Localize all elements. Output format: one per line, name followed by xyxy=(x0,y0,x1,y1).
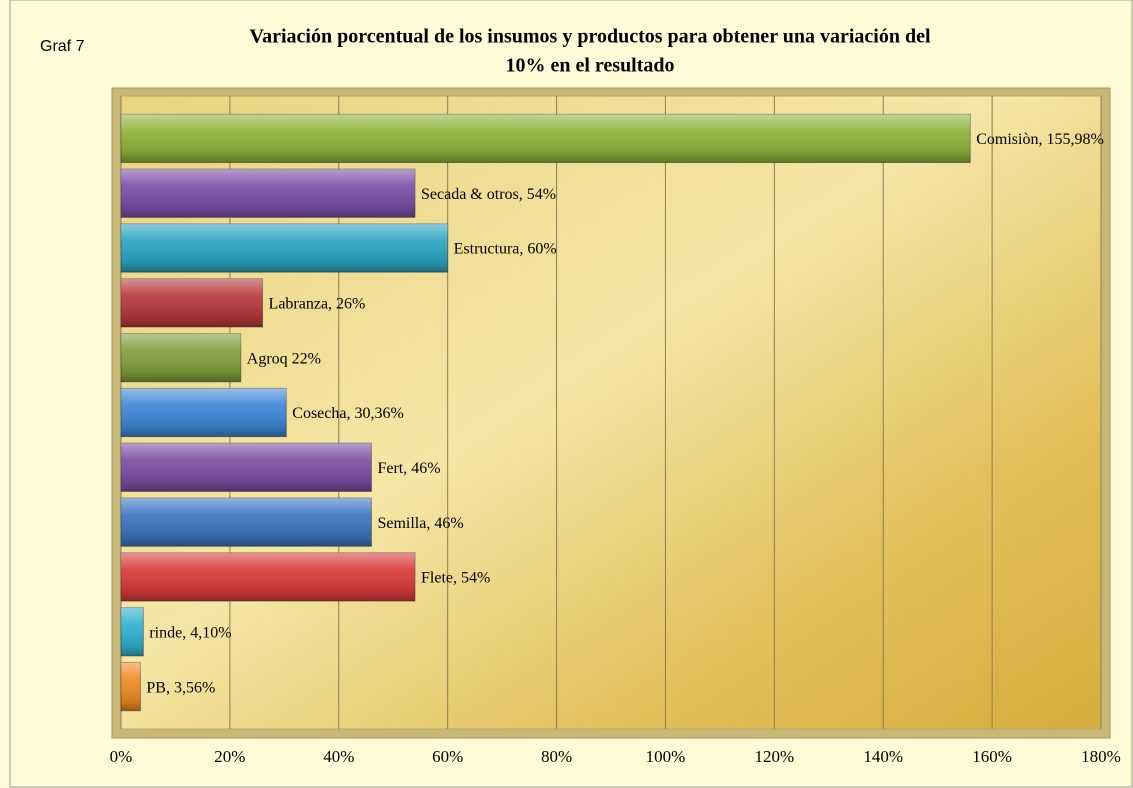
bar-shade xyxy=(121,169,415,218)
bar-shade xyxy=(121,388,287,437)
x-tick-label: 0% xyxy=(110,747,133,766)
bar-shade xyxy=(121,333,241,382)
value-label: Labranza, 26% xyxy=(269,296,366,313)
bar-shade xyxy=(121,278,263,327)
x-tick-label: 140% xyxy=(863,747,903,766)
value-label: rinde, 4,10% xyxy=(149,624,231,641)
value-label: PB, 3,56% xyxy=(146,679,215,696)
chart-title: Variación porcentual de los insumos y pr… xyxy=(250,26,931,48)
chart-title: 10% en el resultado xyxy=(505,55,674,77)
x-tick-label: 80% xyxy=(541,747,572,766)
bar-shade xyxy=(121,552,415,602)
value-label: Fert, 46% xyxy=(377,460,440,477)
value-label: Secada & otros, 54% xyxy=(421,186,556,203)
value-label: Cosecha, 30,36% xyxy=(292,405,404,422)
x-tick-label: 20% xyxy=(214,747,245,766)
x-tick-label: 160% xyxy=(972,747,1012,766)
value-label: Flete, 54% xyxy=(421,570,490,587)
value-label: Semilla, 46% xyxy=(377,515,463,532)
value-label: Agroq 22% xyxy=(247,350,321,367)
x-tick-label: 100% xyxy=(646,747,686,766)
bar-shade xyxy=(121,114,971,163)
caption: Graf 7 xyxy=(40,38,85,55)
value-label: Estructura, 60% xyxy=(454,241,557,258)
bar-shade xyxy=(121,443,372,492)
x-tick-label: 180% xyxy=(1081,747,1121,766)
value-label: Comisiòn, 155,98% xyxy=(976,131,1104,148)
x-tick-label: 40% xyxy=(323,747,354,766)
x-tick-label: 60% xyxy=(432,747,463,766)
x-tick-label: 120% xyxy=(754,747,794,766)
bar-shade xyxy=(121,498,372,547)
bar-shade xyxy=(121,223,448,273)
bar-shade xyxy=(121,607,144,656)
bar-shade xyxy=(121,662,141,711)
